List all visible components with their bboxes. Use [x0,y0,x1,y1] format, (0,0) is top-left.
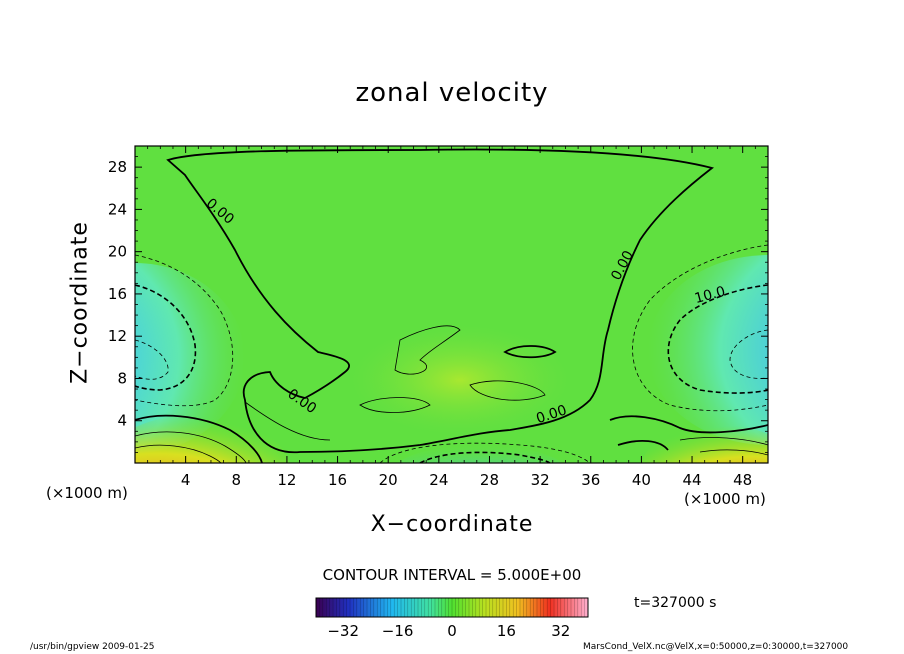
x-tick-label: 48 [733,471,752,489]
x-tick-label: 4 [181,471,191,489]
y-axis-label: Z−coordinate [67,221,93,384]
negative-region-left [135,263,245,453]
zero-contour-main [166,148,715,453]
y-tick-label: 28 [108,158,127,176]
time-label: t=327000 s [634,595,717,611]
colorbar-gradient [316,598,588,617]
y-tick-label: 8 [117,369,127,387]
footer-right: MarsCond_VelX.nc@VelX,x=0:50000,z=0:3000… [583,642,849,652]
colorbar: −32 −16 0 16 32 [315,597,589,640]
x-tick-label: 12 [277,471,296,489]
x-tick-label: 36 [581,471,600,489]
x-axis-label: X−coordinate [370,512,534,537]
x-tick-label: 28 [480,471,499,489]
x-axis-unit: (×1000 m) [684,490,766,508]
colorbar-tick-label: −32 [327,622,359,640]
x-tick-label: 40 [632,471,651,489]
y-tick-label: 20 [108,243,127,261]
velocity-field [135,146,768,463]
y-tick-label: 12 [108,327,127,345]
colorbar-tick-label: 0 [447,622,457,640]
x-axis-ticks: 4 8 12 16 20 24 28 32 36 40 44 48 [147,146,756,489]
positive-region-right [640,425,768,463]
y-axis-unit: (×1000 m) [46,484,128,502]
footer-left: /usr/bin/gpview 2009-01-25 [30,642,155,652]
colorbar-tick-label: −16 [382,622,414,640]
colorbar-tick-label: 16 [497,622,516,640]
contour-label: 10.0 [693,284,727,308]
x-tick-label: 8 [232,471,242,489]
contour-interval: CONTOUR INTERVAL = 5.000E+00 [322,566,582,584]
x-tick-label: 24 [429,471,448,489]
x-tick-label: 32 [531,471,550,489]
chart-title: zonal velocity [355,78,549,108]
x-tick-label: 20 [379,471,398,489]
x-tick-label: 16 [328,471,347,489]
x-tick-label: 44 [682,471,701,489]
y-tick-label: 24 [108,200,127,218]
positive-region-left [135,415,290,463]
y-tick-label: 16 [108,285,127,303]
negative-region-right [648,255,768,445]
weak-positive-region [350,325,570,435]
y-axis-ticks: 4 8 12 16 20 24 28 [108,156,768,453]
y-tick-label: 4 [117,412,127,430]
colorbar-tick-label: 32 [551,622,570,640]
